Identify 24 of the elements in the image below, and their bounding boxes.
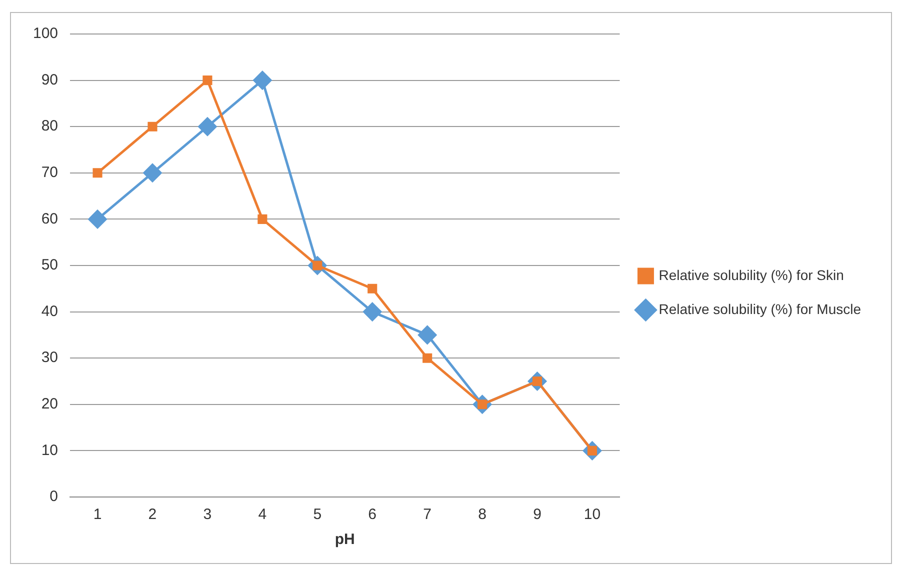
y-tick-label: 20 xyxy=(41,396,58,413)
x-axis-title: pH xyxy=(334,531,355,548)
y-tick-label: 0 xyxy=(50,488,58,506)
x-tick-label: 3 xyxy=(203,506,212,524)
legend-label: Relative solubility (%) for Skin xyxy=(658,266,844,283)
x-tick-label: 7 xyxy=(423,506,432,524)
x-tick-label: 6 xyxy=(368,506,377,524)
x-tick-label: 4 xyxy=(258,506,267,524)
x-tick-label: 8 xyxy=(478,506,486,524)
x-tick-label: 9 xyxy=(533,506,542,524)
x-tick-label: 2 xyxy=(148,506,157,524)
y-tick-label: 40 xyxy=(41,302,58,320)
legend-label: Relative solubility (%) for Muscle xyxy=(658,300,862,317)
y-tick-label: 70 xyxy=(41,164,58,182)
y-tick-label: 80 xyxy=(41,118,58,135)
y-tick-label: 50 xyxy=(41,256,58,274)
x-tick-label: 5 xyxy=(313,506,322,524)
y-tick-label: 90 xyxy=(41,71,58,88)
y-tick-label: 30 xyxy=(41,349,58,366)
x-tick-label: 1 xyxy=(93,506,102,524)
x-tick-label: 10 xyxy=(584,506,601,524)
y-tick-label: 10 xyxy=(41,442,58,459)
y-tick-label: 60 xyxy=(41,210,58,228)
y-tick-label: 100 xyxy=(32,25,58,42)
